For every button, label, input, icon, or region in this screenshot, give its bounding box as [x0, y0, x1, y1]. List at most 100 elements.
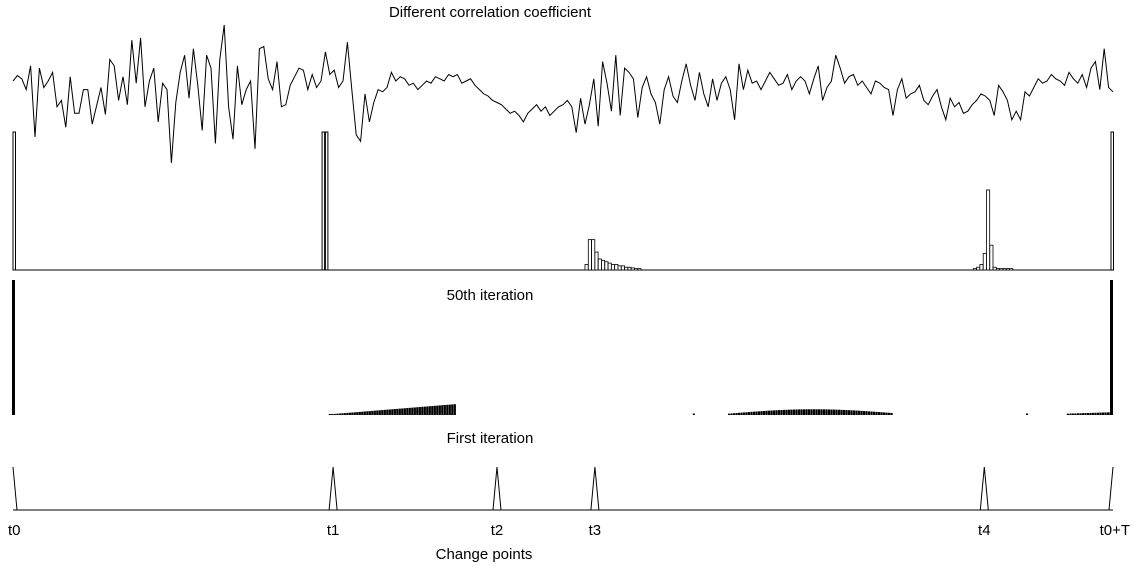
iteration-50-bar: [818, 409, 821, 415]
iteration-50-bar: [1094, 412, 1097, 415]
panel-title-correlation: Different correlation coefficient: [389, 4, 592, 21]
iteration-50-bar: [431, 406, 434, 415]
iteration-50-bar: [788, 409, 791, 415]
iteration-50-bar: [368, 411, 371, 415]
iteration-50-bar: [426, 406, 429, 415]
tick-label-t0+T: t0+T: [1100, 522, 1130, 539]
panel-title-first-iteration: First iteration: [447, 430, 534, 447]
iteration-50-dot: [692, 413, 695, 415]
iteration-50-bar: [1081, 413, 1084, 415]
iteration-50-bar: [428, 406, 431, 415]
iteration-50-bar: [381, 410, 384, 415]
histogram-bar: [607, 262, 612, 271]
iteration-50-histogram: [12, 280, 1113, 415]
iteration-50-bar: [828, 409, 831, 415]
iteration-50-bar: [775, 410, 778, 415]
tick-label-t4: t4: [978, 522, 991, 539]
iteration-50-bar: [845, 410, 848, 415]
iteration-50-bar: [833, 409, 836, 415]
iteration-50-bar: [398, 408, 401, 415]
iteration-50-bar: [338, 413, 341, 415]
iteration-50-bar: [1069, 413, 1072, 415]
iteration-50-bar: [785, 409, 788, 415]
histogram-bar: [992, 266, 997, 271]
iteration-50-bar: [780, 409, 783, 415]
histogram-bar: [627, 266, 632, 271]
iteration-50-bar: [341, 413, 344, 415]
iteration-50-bar: [770, 410, 773, 415]
iteration-50-bar: [890, 412, 893, 415]
histogram-bar: [601, 259, 606, 271]
histogram-bar: [594, 251, 599, 271]
iteration-50-bar: [371, 410, 374, 415]
iteration-50-dot: [1026, 413, 1029, 415]
iteration-50-bar: [423, 406, 426, 415]
iteration-50-bar: [768, 410, 771, 415]
iteration-50-bar: [728, 413, 731, 415]
iteration-50-bar: [408, 407, 411, 415]
iteration-50-bar: [1071, 413, 1074, 415]
iteration-50-bar: [413, 407, 416, 415]
histogram-bar: [597, 258, 602, 271]
iteration-50-bar: [860, 410, 863, 415]
iteration-50-bar: [830, 409, 833, 415]
iteration-50-bar: [825, 409, 828, 415]
iteration-50-bar: [790, 409, 793, 415]
iteration-50-bar: [748, 412, 751, 415]
histogram-bar: [584, 264, 589, 271]
iteration-50-bar: [745, 412, 748, 415]
iteration-50-bar: [865, 411, 868, 415]
histogram-edge-bar: [1110, 131, 1114, 271]
iteration-50-bar: [743, 412, 746, 415]
iteration-50-bar: [1084, 413, 1087, 415]
iteration-50-bar: [331, 414, 334, 415]
iteration-50-bar: [411, 407, 414, 415]
histogram-bar: [1002, 268, 1007, 271]
iteration-50-edge-bar: [12, 280, 15, 415]
iteration-50-bar: [855, 410, 858, 415]
histogram-bar: [1009, 268, 1014, 271]
iteration-50-bar: [773, 410, 776, 415]
iteration-50-bar: [778, 410, 781, 415]
iteration-50-bar: [383, 409, 386, 415]
iteration-50-bar: [813, 409, 816, 415]
iteration-50-bar: [858, 410, 861, 415]
iteration-50-edge-bar: [1110, 280, 1113, 415]
iteration-50-bar: [1074, 413, 1077, 415]
iteration-50-bar: [850, 410, 853, 415]
tick-label-t2: t2: [491, 522, 504, 539]
iteration-50-bar: [750, 411, 753, 415]
iteration-50-bar: [795, 409, 798, 415]
iteration-50-bar: [401, 408, 404, 415]
posterior-histogram: [12, 131, 1114, 271]
iteration-50-bar: [735, 413, 738, 415]
tick-label-t1: t1: [327, 522, 340, 539]
iteration-50-bar: [808, 409, 811, 415]
histogram-bar: [624, 266, 629, 271]
histogram-bar: [634, 268, 639, 271]
iteration-50-bar: [740, 412, 743, 415]
iteration-50-bar: [1109, 412, 1112, 415]
iteration-50-bar: [448, 404, 451, 415]
iteration-50-bar: [888, 412, 891, 415]
iteration-50-bar: [353, 412, 356, 415]
histogram-bar: [637, 268, 642, 271]
histogram-bar: [587, 239, 592, 271]
iteration-50-bar: [378, 410, 381, 415]
iteration-50-bar: [436, 405, 439, 415]
first-iteration-spikes: [12, 466, 1114, 511]
histogram-bar: [1005, 268, 1010, 271]
tick-label-t0: t0: [8, 522, 21, 539]
iteration-50-bar: [820, 409, 823, 415]
iteration-50-bar: [446, 404, 449, 415]
iteration-50-bar: [1066, 413, 1069, 415]
iteration-50-bar: [1101, 412, 1104, 415]
iteration-50-bar: [753, 411, 756, 415]
iteration-50-bar: [758, 411, 761, 415]
iteration-50-bar: [733, 413, 736, 415]
iteration-50-bar: [835, 409, 838, 415]
iteration-50-bar: [815, 409, 818, 415]
iteration-50-bar: [1076, 413, 1079, 415]
iteration-50-bar: [386, 409, 389, 415]
